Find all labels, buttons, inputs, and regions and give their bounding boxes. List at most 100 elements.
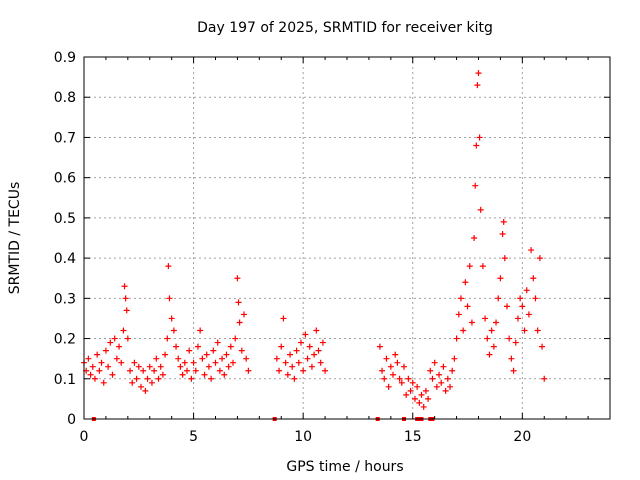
data-point	[238, 347, 245, 354]
data-point	[144, 375, 151, 382]
data-point	[135, 363, 142, 370]
data-point	[385, 383, 392, 390]
data-point	[440, 363, 447, 370]
data-point	[232, 335, 239, 342]
data-point	[120, 327, 127, 334]
data-point	[94, 351, 101, 358]
data-point	[486, 351, 493, 358]
x-tick-label: 0	[80, 429, 89, 445]
data-point	[311, 351, 318, 358]
data-point	[476, 134, 483, 141]
data-point	[109, 371, 116, 378]
data-point	[102, 347, 109, 354]
data-point	[488, 327, 495, 334]
data-point	[512, 339, 519, 346]
data-point	[499, 230, 506, 237]
data-point	[405, 375, 412, 382]
data-point	[438, 379, 445, 386]
data-point	[447, 383, 454, 390]
data-point	[159, 371, 166, 378]
data-point	[87, 371, 94, 378]
data-point	[100, 379, 107, 386]
data-point	[396, 375, 403, 382]
y-axis-label: SRMTID / TECUs	[7, 182, 23, 295]
data-point	[127, 367, 134, 374]
data-point	[230, 359, 237, 366]
data-point	[140, 367, 147, 374]
data-point	[280, 315, 287, 322]
data-point	[383, 355, 390, 362]
data-point	[501, 255, 508, 262]
data-point	[539, 343, 546, 350]
data-point	[302, 331, 309, 338]
x-tick-label: 5	[189, 429, 198, 445]
data-point	[519, 303, 526, 310]
data-point	[205, 363, 212, 370]
data-point	[490, 343, 497, 350]
data-point	[181, 359, 188, 366]
data-point	[208, 375, 215, 382]
data-point	[536, 255, 543, 262]
data-point	[214, 339, 221, 346]
data-point	[306, 343, 313, 350]
data-point	[192, 367, 199, 374]
data-point	[297, 339, 304, 346]
data-point	[414, 383, 421, 390]
data-point	[188, 375, 195, 382]
data-point	[284, 371, 291, 378]
data-point	[510, 367, 517, 374]
data-point	[142, 387, 149, 394]
x-axis-label: GPS time / hours	[286, 459, 403, 475]
data-point	[201, 371, 208, 378]
data-point	[184, 367, 191, 374]
data-point	[194, 343, 201, 350]
data-point	[124, 335, 131, 342]
data-point	[197, 327, 204, 334]
data-point	[293, 347, 300, 354]
data-point	[416, 399, 423, 406]
x-tick-label: 15	[404, 429, 422, 445]
data-point	[89, 363, 96, 370]
data-point	[129, 379, 136, 386]
axis-ticks: 0 0.1 0.2 0.3 0.4 0.5 0.6 0.7 0.8 0.9 0 5 10 15 20	[54, 50, 610, 445]
data-point	[210, 347, 217, 354]
data-point	[133, 375, 140, 382]
data-point	[457, 295, 464, 302]
data-point	[121, 283, 128, 290]
data-point	[276, 367, 283, 374]
data-point	[234, 275, 241, 282]
data-point	[111, 335, 118, 342]
data-point	[273, 355, 280, 362]
data-point	[433, 383, 440, 390]
data-point	[514, 315, 521, 322]
data-point	[278, 343, 285, 350]
data-point	[157, 363, 164, 370]
data-point	[479, 263, 486, 270]
data-point	[381, 375, 388, 382]
data-point	[199, 355, 206, 362]
data-point	[427, 367, 434, 374]
data-point	[98, 359, 105, 366]
data-point	[300, 367, 307, 374]
data-point	[122, 295, 129, 302]
data-point	[528, 247, 535, 254]
data-point	[236, 319, 243, 326]
data-point	[403, 391, 410, 398]
data-point	[521, 327, 528, 334]
data-point	[398, 379, 405, 386]
data-point	[216, 367, 223, 374]
x-tick-label: 20	[513, 429, 531, 445]
data-point	[235, 299, 242, 306]
data-point	[240, 311, 247, 318]
data-point	[166, 295, 173, 302]
data-point	[304, 355, 311, 362]
data-point	[523, 287, 530, 294]
data-point	[168, 315, 175, 322]
data-point	[245, 367, 252, 374]
data-point	[162, 351, 169, 358]
data-point	[137, 383, 144, 390]
data-point	[400, 363, 407, 370]
data-point	[376, 343, 383, 350]
data-point	[482, 315, 489, 322]
